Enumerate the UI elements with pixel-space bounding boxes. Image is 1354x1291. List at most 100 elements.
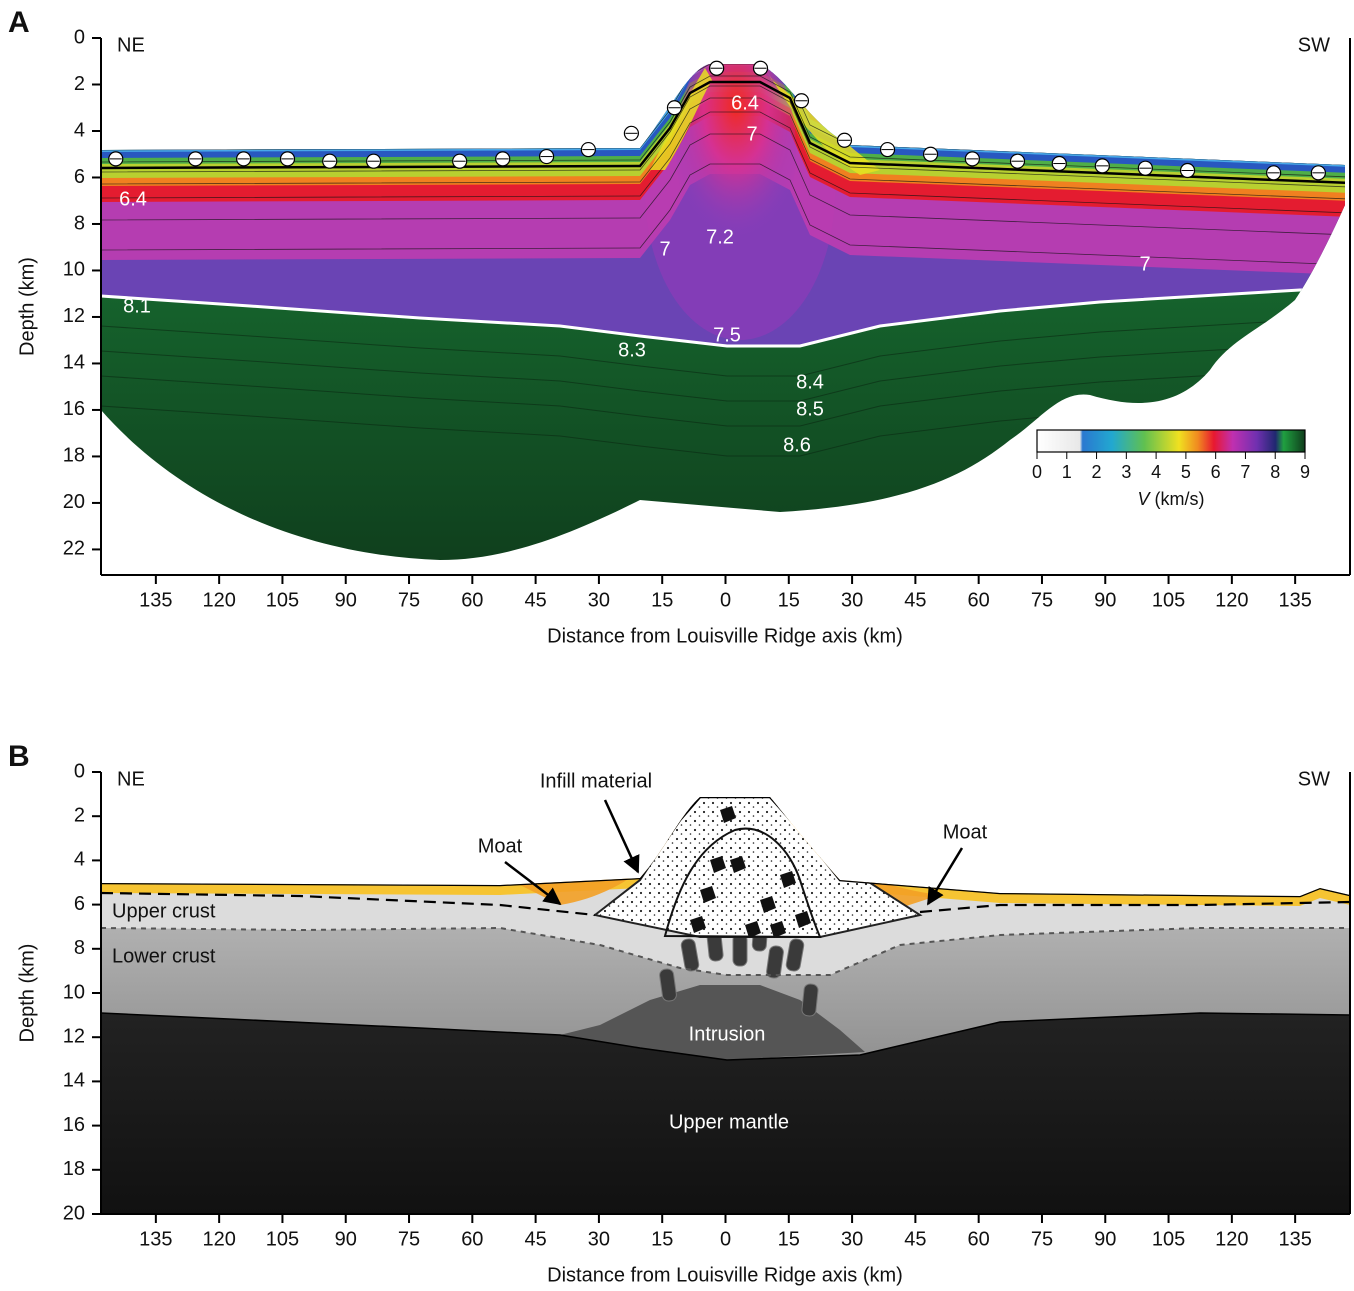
- infill-dots: [595, 797, 920, 937]
- contour-label: 8.4: [796, 371, 824, 393]
- y-tick-label: 0: [74, 760, 85, 782]
- figure: 6.476.477.278.17.58.38.48.58.60123456789…: [0, 0, 1354, 1291]
- y-tick-label: 18: [63, 445, 85, 467]
- contour-label: 8.6: [783, 434, 811, 456]
- x-tick-label: 120: [202, 589, 235, 611]
- colorbar-tick-label: 4: [1151, 462, 1161, 482]
- x-tick-label: 60: [968, 1228, 990, 1250]
- y-tick-label: 12: [63, 305, 85, 327]
- y-tick-label: 10: [63, 981, 85, 1003]
- direction-label: NE: [117, 34, 145, 56]
- annotation: Upper crust: [112, 900, 216, 922]
- y-tick-label: 0: [74, 26, 85, 48]
- y-tick-label: 16: [63, 398, 85, 420]
- y-tick-label: 16: [63, 1114, 85, 1136]
- colorbar-label: V (km/s): [1137, 489, 1204, 509]
- colorbar-tick-label: 1: [1062, 462, 1072, 482]
- x-tick-label: 15: [651, 589, 673, 611]
- x-tick-label: 135: [1278, 1228, 1311, 1250]
- colorbar-tick-label: 8: [1270, 462, 1280, 482]
- x-tick-label: 75: [1031, 1228, 1053, 1250]
- y-tick-label: 4: [74, 119, 85, 141]
- x-axis-label: Distance from Louisville Ridge axis (km): [547, 1264, 903, 1286]
- contour-label: 6.4: [731, 92, 759, 114]
- x-tick-label: 105: [266, 589, 299, 611]
- x-tick-label: 90: [1094, 1228, 1116, 1250]
- y-tick-label: 2: [74, 804, 85, 826]
- y-tick-label: 14: [63, 1070, 85, 1092]
- ridge-cone: [676, 40, 796, 260]
- interpretation: [101, 780, 1350, 1220]
- colorbar-unit: (km/s): [1155, 489, 1205, 509]
- x-tick-label: 120: [1215, 1228, 1248, 1250]
- x-tick-label: 135: [139, 1228, 172, 1250]
- contour-label: 6.4: [119, 188, 147, 210]
- y-tick-label: 8: [74, 212, 85, 234]
- contour-label: 7: [746, 123, 757, 145]
- contour-label: 8.5: [796, 398, 824, 420]
- x-tick-label: 135: [1278, 589, 1311, 611]
- panel-label: A: [8, 6, 30, 39]
- x-tick-label: 120: [1215, 589, 1248, 611]
- colorbar-tick-label: 9: [1300, 462, 1310, 482]
- x-tick-label: 135: [139, 589, 172, 611]
- y-tick-label: 22: [63, 538, 85, 560]
- annotation: Upper mantle: [669, 1111, 789, 1133]
- x-tick-label: 75: [1031, 589, 1053, 611]
- annotation: Lower crust: [112, 945, 216, 967]
- annotation: Infill material: [540, 770, 652, 792]
- annotation: Moat: [478, 835, 523, 857]
- x-tick-label: 30: [841, 589, 863, 611]
- contour-label: 8.1: [123, 295, 151, 317]
- x-tick-label: 120: [202, 1228, 235, 1250]
- x-tick-label: 15: [778, 1228, 800, 1250]
- x-tick-label: 105: [1152, 589, 1185, 611]
- dike: [801, 983, 818, 1016]
- x-tick-label: 30: [588, 1228, 610, 1250]
- colorbar-tick-label: 5: [1181, 462, 1191, 482]
- colorbar-tick-label: 6: [1211, 462, 1221, 482]
- direction-label: NE: [117, 768, 145, 790]
- contour-label: 7.2: [706, 226, 734, 248]
- colorbar-tick-label: 3: [1121, 462, 1131, 482]
- contour-label: 7.5: [713, 324, 741, 346]
- x-tick-label: 105: [266, 1228, 299, 1250]
- x-tick-label: 90: [335, 589, 357, 611]
- arrow: [605, 800, 638, 872]
- direction-label: SW: [1298, 34, 1330, 56]
- x-tick-label: 0: [720, 589, 731, 611]
- y-tick-label: 4: [74, 849, 85, 871]
- y-tick-label: 20: [63, 1202, 85, 1224]
- x-tick-label: 0: [720, 1228, 731, 1250]
- x-tick-label: 60: [461, 589, 483, 611]
- annotation: Moat: [943, 821, 988, 843]
- x-axis-label: Distance from Louisville Ridge axis (km): [547, 625, 903, 647]
- colorbar: [1037, 430, 1305, 452]
- contour-label: 8.3: [618, 339, 646, 361]
- annotation: Intrusion: [689, 1023, 766, 1045]
- y-tick-label: 12: [63, 1025, 85, 1047]
- x-tick-label: 105: [1152, 1228, 1185, 1250]
- y-tick-label: 2: [74, 73, 85, 95]
- direction-label: SW: [1298, 768, 1330, 790]
- y-tick-label: 6: [74, 166, 85, 188]
- x-tick-label: 90: [335, 1228, 357, 1250]
- contour-label: 7: [659, 238, 670, 260]
- x-tick-label: 45: [904, 1228, 926, 1250]
- x-tick-label: 75: [398, 589, 420, 611]
- y-tick-label: 18: [63, 1158, 85, 1180]
- x-tick-label: 15: [778, 589, 800, 611]
- x-tick-label: 75: [398, 1228, 420, 1250]
- x-tick-label: 45: [524, 589, 546, 611]
- dike: [733, 934, 747, 966]
- x-tick-label: 30: [588, 589, 610, 611]
- colorbar-tick-label: 7: [1240, 462, 1250, 482]
- colorbar-tick-label: 0: [1032, 462, 1042, 482]
- x-tick-label: 60: [968, 589, 990, 611]
- x-tick-label: 60: [461, 1228, 483, 1250]
- x-tick-label: 45: [524, 1228, 546, 1250]
- y-axis-label: Depth (km): [16, 257, 38, 356]
- x-tick-label: 45: [904, 589, 926, 611]
- contour-label: 7: [1139, 253, 1150, 275]
- y-tick-label: 20: [63, 491, 85, 513]
